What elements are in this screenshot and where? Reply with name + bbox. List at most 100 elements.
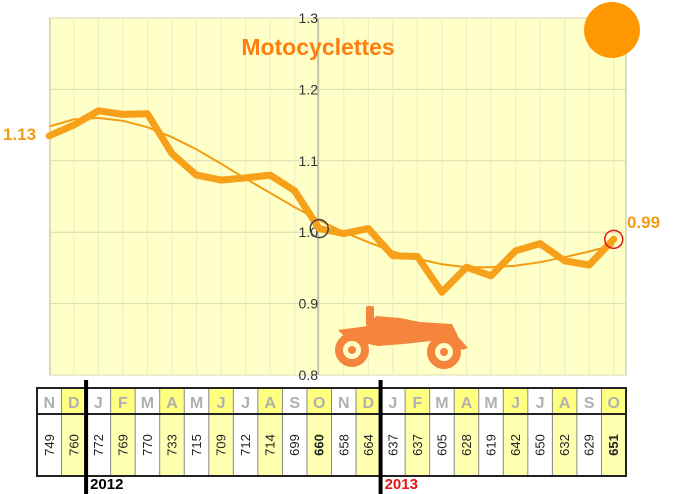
chart-title: Motocyclettes <box>241 34 394 60</box>
month-label: J <box>511 395 520 412</box>
data-point <box>464 265 468 269</box>
data-point <box>72 123 76 127</box>
monthly-count: 715 <box>189 434 204 456</box>
month-label: M <box>484 395 497 412</box>
month-label: A <box>461 395 473 412</box>
data-point <box>47 134 51 138</box>
month-label: O <box>313 395 325 412</box>
data-point <box>612 237 616 241</box>
sun-icon <box>584 2 640 58</box>
monthly-count: 650 <box>533 434 548 456</box>
grid-lines <box>48 17 626 376</box>
count-highlight <box>356 414 381 476</box>
data-point <box>489 274 493 278</box>
year-label: 2013 <box>385 476 418 493</box>
month-label: M <box>190 395 203 412</box>
monthly-count: 760 <box>66 434 81 456</box>
data-point <box>366 227 370 231</box>
count-highlight <box>110 414 136 476</box>
end-value-label: 0.99 <box>627 213 660 232</box>
count-highlight <box>306 414 332 476</box>
reference-circle-marker <box>309 218 329 239</box>
count-highlight <box>208 414 234 476</box>
count-highlight <box>503 414 528 476</box>
data-point <box>195 173 199 177</box>
month-label: A <box>264 395 276 412</box>
count-highlight <box>61 414 87 476</box>
monthly-count: 699 <box>287 434 302 456</box>
count-highlight <box>454 414 479 476</box>
month-label: N <box>43 395 55 412</box>
month-highlight <box>356 388 381 414</box>
monthly-count: 709 <box>214 434 229 456</box>
data-point <box>268 173 272 177</box>
monthly-count: 628 <box>459 434 474 456</box>
monthly-count: 658 <box>336 434 351 456</box>
month-label: A <box>559 395 571 412</box>
data-point <box>121 112 125 116</box>
data-point <box>391 254 395 258</box>
monthly-count: 605 <box>434 434 449 456</box>
data-point <box>563 259 567 263</box>
y-tick-label: 0.9 <box>299 296 319 312</box>
month-highlight <box>405 388 430 414</box>
monthly-count: 772 <box>91 434 106 456</box>
data-point <box>342 232 346 236</box>
end-circle-marker <box>603 229 624 250</box>
month-label: A <box>166 395 178 412</box>
y-tick-label: 1.2 <box>299 81 319 97</box>
month-label: D <box>363 395 375 412</box>
count-highlight <box>601 414 626 476</box>
trend-series-line <box>49 116 614 269</box>
count-highlight <box>552 414 577 476</box>
monthly-count: 770 <box>140 434 155 456</box>
data-point <box>170 152 174 156</box>
monthly-count: 637 <box>410 434 425 456</box>
data-point <box>219 178 223 182</box>
month-label: J <box>388 395 397 412</box>
month-label: S <box>584 395 595 412</box>
month-highlight <box>306 388 332 414</box>
month-highlight <box>601 388 626 414</box>
y-tick-label: 0.8 <box>299 367 319 383</box>
count-highlight <box>257 414 283 476</box>
monthly-count: 664 <box>361 434 376 456</box>
month-label: M <box>141 395 154 412</box>
monthly-count: 637 <box>385 434 400 456</box>
month-highlight <box>552 388 577 414</box>
month-label: N <box>338 395 350 412</box>
monthly-count: 769 <box>115 434 130 456</box>
monthly-count: 632 <box>557 434 572 456</box>
month-label: F <box>413 395 423 412</box>
monthly-count: 629 <box>582 434 597 456</box>
month-highlight <box>110 388 136 414</box>
month-label: J <box>241 395 250 412</box>
year-markers: 2012 2013 <box>84 380 418 494</box>
monthly-count: 660 <box>312 434 327 456</box>
month-label: M <box>435 395 448 412</box>
data-point <box>415 254 419 258</box>
month-highlight <box>503 388 528 414</box>
year-label: 2012 <box>90 476 123 493</box>
monthly-count: 651 <box>606 434 621 456</box>
month-label: F <box>118 395 128 412</box>
plot-area <box>49 17 627 376</box>
month-label: J <box>94 395 103 412</box>
month-label: D <box>68 395 80 412</box>
monthly-count: 733 <box>164 434 179 456</box>
month-label: O <box>608 395 620 412</box>
count-highlight <box>405 414 430 476</box>
month-highlight <box>159 388 185 414</box>
series-points <box>47 109 616 294</box>
y-tick-label: 1.3 <box>299 10 319 26</box>
month-label: J <box>536 395 545 412</box>
month-highlight <box>257 388 283 414</box>
data-point <box>244 176 248 180</box>
monthly-count: 714 <box>263 434 278 456</box>
month-label: J <box>217 395 226 412</box>
data-point <box>96 109 100 113</box>
monthly-count: 749 <box>42 434 57 456</box>
count-highlight <box>159 414 185 476</box>
data-point <box>440 290 444 294</box>
